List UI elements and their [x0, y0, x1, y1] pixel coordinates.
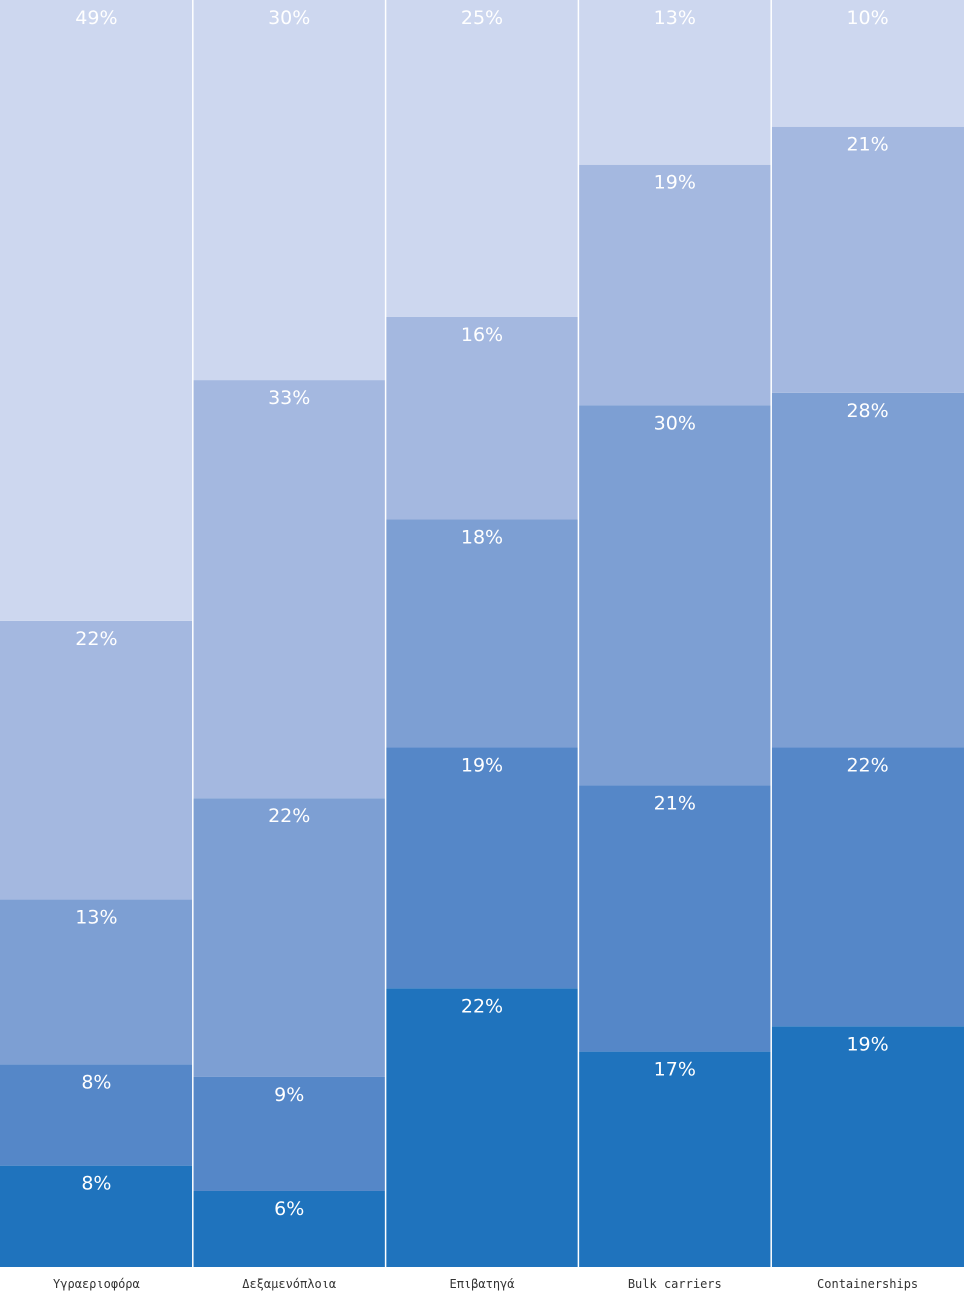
bar-segment — [578, 0, 772, 165]
segment-value-label: 28% — [846, 400, 888, 422]
segment-value-label: 18% — [461, 526, 503, 548]
segment-value-labels: 8% 8% 13% 22% 49% 6% 9% 22% 33% 30% 22% 19% 18% 16% 25… — [75, 7, 888, 1220]
bar-segment — [771, 747, 964, 1027]
segment-value-label: 16% — [461, 324, 503, 346]
bar-segment — [771, 126, 964, 393]
category-label: Bulk carriers — [628, 1277, 722, 1291]
bar-segment — [192, 380, 386, 799]
segment-value-label: 22% — [846, 755, 888, 777]
bar-segment — [771, 1026, 964, 1267]
bar-segment — [771, 0, 964, 127]
bar-segment — [385, 0, 579, 317]
segment-value-label: 33% — [268, 387, 310, 409]
category-label: Δεξαμενόπλοια — [242, 1277, 336, 1291]
segment-value-label: 13% — [654, 7, 696, 29]
bar-segment — [192, 798, 386, 1077]
bar-segment — [385, 988, 579, 1267]
category-labels: Υγραεριοφόρα Δεξαμενόπλοια Επιβατηγά Bulk c… — [53, 1277, 918, 1291]
segment-value-label: 21% — [846, 134, 888, 156]
bar-segment — [192, 0, 386, 381]
segment-value-label: 19% — [654, 172, 696, 194]
segment-value-label: 6% — [274, 1198, 304, 1220]
bar-segment — [0, 1064, 193, 1166]
segment-value-label: 13% — [75, 907, 117, 929]
bar-segment — [0, 0, 193, 621]
segment-value-label: 30% — [654, 412, 696, 434]
bar-segment — [385, 519, 579, 748]
segment-value-label: 22% — [268, 805, 310, 827]
bar-segment — [192, 1190, 386, 1267]
segment-value-label: 22% — [75, 628, 117, 650]
bar-segment — [578, 785, 772, 1052]
segment-value-label: 19% — [461, 755, 503, 777]
segment-value-label: 19% — [846, 1033, 888, 1055]
bar-segment — [385, 747, 579, 989]
bar-segment — [0, 620, 193, 900]
segment-value-label: 17% — [654, 1059, 696, 1081]
segment-value-label: 21% — [654, 793, 696, 815]
segment-value-label: 9% — [274, 1084, 304, 1106]
segment-value-label: 10% — [846, 7, 888, 29]
category-label: Υγραεριοφόρα — [53, 1277, 140, 1291]
bar-segment — [578, 1051, 772, 1267]
segment-value-label: 8% — [81, 1071, 111, 1093]
bar-segment — [578, 405, 772, 786]
segment-value-label: 8% — [81, 1173, 111, 1195]
bar-segment — [0, 1165, 193, 1267]
category-label: Containerships — [817, 1277, 918, 1291]
bar-segment — [0, 899, 193, 1065]
segment-value-label: 30% — [268, 7, 310, 29]
category-label: Επιβατηγά — [449, 1277, 514, 1291]
segment-value-label: 22% — [461, 995, 503, 1017]
bar-segment — [578, 164, 772, 406]
segment-value-label: 49% — [75, 7, 117, 29]
bar-segment — [192, 1076, 386, 1191]
bar-segment — [771, 392, 964, 748]
segment-value-label: 25% — [461, 7, 503, 29]
bar-segment — [385, 316, 579, 520]
